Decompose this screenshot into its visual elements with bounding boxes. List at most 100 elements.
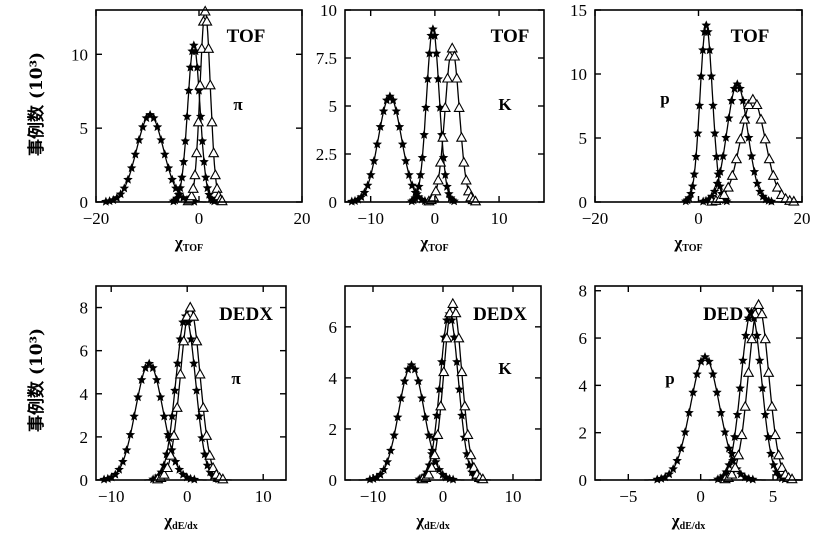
data-point: [706, 71, 717, 81]
data-point: [115, 189, 126, 199]
y-tick-label: 2: [579, 424, 588, 443]
data-point: [130, 149, 141, 159]
series-3: [182, 5, 228, 206]
data-point: [410, 193, 420, 203]
data-point: [700, 352, 710, 361]
x-tick-label: 10: [505, 487, 522, 506]
y-tick-label: 6: [80, 342, 89, 361]
data-point: [379, 464, 389, 474]
data-point: [423, 468, 435, 479]
data-point: [199, 156, 209, 166]
data-point: [204, 79, 216, 90]
y-tick-label: 4: [579, 376, 588, 395]
data-point: [191, 335, 203, 346]
series-1: [680, 20, 733, 206]
data-point: [206, 116, 218, 127]
x-tick-label: 10: [255, 487, 272, 506]
data-point: [197, 401, 209, 412]
data-point: [442, 181, 452, 191]
data-point: [183, 317, 194, 327]
data-point: [424, 48, 435, 58]
data-point: [194, 79, 206, 90]
data-point: [417, 152, 428, 162]
data-point: [148, 362, 158, 372]
data-point: [178, 156, 189, 166]
data-point: [118, 456, 128, 466]
data-point: [454, 384, 465, 394]
y-tick-label: 5: [80, 119, 89, 138]
data-point: [726, 95, 737, 105]
data-point: [760, 409, 770, 419]
data-point: [447, 315, 457, 325]
data-point: [735, 83, 745, 93]
y-tick-label: 0: [329, 471, 338, 490]
data-point: [704, 356, 714, 366]
data-point: [125, 429, 136, 439]
series-2: [144, 311, 228, 484]
data-point: [708, 100, 718, 110]
data-point: [172, 358, 183, 368]
detector-label: TOF: [227, 26, 266, 47]
data-point: [389, 430, 399, 440]
data-point: [189, 358, 199, 368]
y-tick-label: 0: [329, 193, 338, 212]
detector-label: DEDX: [473, 304, 527, 325]
data-point: [437, 131, 449, 142]
x-axis-label: χTOF: [419, 233, 448, 254]
series-line: [358, 364, 465, 481]
y-tick-label: 0: [579, 471, 588, 490]
data-point: [698, 45, 708, 55]
y-tick-label: 0: [579, 193, 588, 212]
data-point: [429, 449, 441, 460]
data-point: [462, 428, 474, 439]
data-point: [465, 449, 477, 460]
data-point: [174, 464, 185, 474]
data-point: [144, 358, 154, 368]
data-point: [159, 411, 169, 421]
data-point: [449, 332, 460, 342]
data-point: [730, 153, 743, 164]
data-point: [160, 149, 170, 159]
data-point: [447, 297, 459, 308]
data-point: [194, 368, 206, 379]
data-point: [738, 95, 748, 105]
data-point: [756, 308, 768, 319]
y-tick-label: 15: [570, 1, 587, 20]
x-axis-label: χdE/dx: [163, 511, 197, 532]
data-point: [171, 401, 183, 412]
data-point: [422, 74, 433, 84]
data-point: [722, 181, 734, 192]
data-point: [397, 139, 408, 149]
data-point: [134, 135, 144, 144]
data-point: [199, 449, 210, 459]
series-1: [358, 360, 465, 484]
data-point: [774, 471, 784, 481]
data-point: [736, 428, 748, 440]
data-point: [660, 472, 670, 482]
data-point: [687, 181, 698, 191]
data-point: [382, 95, 392, 105]
data-point: [772, 449, 785, 460]
data-point: [170, 456, 181, 466]
particle-label: π: [233, 95, 243, 114]
data-point: [112, 192, 122, 202]
data-point: [110, 469, 121, 479]
x-tick-label: −10: [98, 487, 125, 506]
y-tick-label: 0: [80, 471, 89, 490]
data-point: [407, 180, 417, 190]
data-point: [766, 400, 778, 411]
x-tick-label: −10: [357, 209, 384, 228]
data-point: [727, 448, 737, 458]
series-line: [96, 363, 207, 481]
data-point: [751, 98, 763, 110]
data-point: [432, 174, 444, 185]
data-point: [766, 448, 776, 458]
data-point: [453, 101, 465, 112]
data-point: [435, 102, 445, 112]
plot-frame: [95, 285, 287, 481]
data-point: [459, 400, 471, 411]
data-point: [375, 121, 386, 131]
data-point: [164, 449, 177, 460]
data-point: [378, 106, 389, 116]
